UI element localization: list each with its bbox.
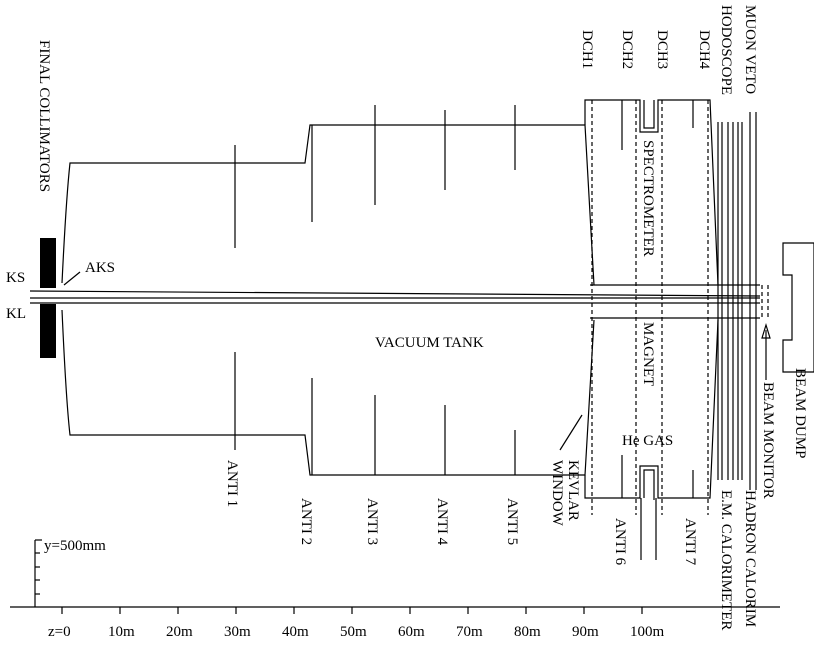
labels-anti5: ANTI 5 [504, 498, 520, 545]
labels-em-calorimeter: E.M. CALORIMETER [718, 490, 734, 630]
shapes [10, 99, 814, 614]
z-axis-5: 50m [340, 624, 367, 640]
labels-beam-monitor: BEAM MONITOR [760, 382, 776, 499]
labels-vacuum-tank: VACUUM TANK [375, 335, 484, 351]
z-axis-10: 100m [630, 624, 665, 640]
labels-anti7: ANTI 7 [682, 518, 698, 566]
labels-anti4: ANTI 4 [434, 498, 450, 546]
labels-dch4: DCH4 [696, 30, 712, 70]
labels-dch2: DCH2 [619, 30, 635, 69]
z-axis-6: 60m [398, 624, 425, 640]
labels-ks: KS [6, 270, 25, 286]
z-axis-2: 20m [166, 624, 193, 640]
z-axis-4: 40m [282, 624, 309, 640]
labels-dch3: DCH3 [654, 30, 670, 69]
labels-he-gas: He GAS [622, 433, 673, 449]
labels-y-scale: y=500mm [44, 538, 106, 554]
labels-spectrometer: SPECTROMETER [640, 140, 656, 257]
labels: FINAL COLLIMATORS KS KL AKS VACUUM TANK ANTI … [6, 5, 808, 640]
z-axis-1: 10m [108, 624, 135, 640]
labels-kevlar: KEVLAR [565, 460, 581, 521]
labels-anti6: ANTI 6 [612, 518, 628, 566]
labels-beam-dump: BEAM DUMP [792, 368, 808, 458]
z-axis-9: 90m [572, 624, 599, 640]
labels-dch1: DCH1 [579, 30, 595, 69]
labels-hodoscope: HODOSCOPE [718, 5, 734, 95]
z-axis-3: 30m [224, 624, 251, 640]
labels-magnet: MAGNET [640, 322, 656, 386]
labels-aks: AKS [85, 260, 115, 276]
labels-anti2: ANTI 2 [298, 498, 314, 545]
labels-kl: KL [6, 306, 26, 322]
labels-anti3: ANTI 3 [364, 498, 380, 545]
z-axis-0: z=0 [48, 624, 71, 640]
labels-muon-veto: MUON VETO [742, 5, 758, 94]
labels-hadron-calorimeter: HADRON CALORIM [742, 490, 758, 627]
z-axis-7: 70m [456, 624, 483, 640]
labels-window: WINDOW [549, 460, 565, 527]
labels-final-collimators: FINAL COLLIMATORS [36, 40, 52, 192]
labels-anti1: ANTI 1 [224, 460, 240, 507]
z-axis-8: 80m [514, 624, 541, 640]
